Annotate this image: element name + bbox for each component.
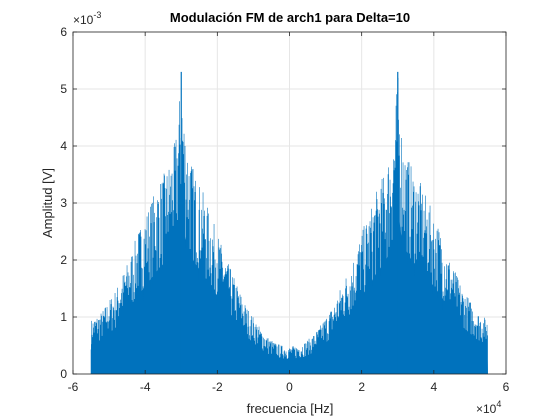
x-exponent-marker: ×104 [476,399,501,416]
y-tick-label: 0 [60,367,67,381]
x-exponent-value: 4 [496,399,501,409]
x-exponent-base: ×10 [476,402,497,416]
y-exponent-marker: ×10-3 [73,10,101,27]
y-tick-label: 1 [60,310,67,324]
y-tick-label: 4 [60,139,67,153]
y-tick-label: 2 [60,253,67,267]
y-exponent-base: ×10 [73,13,94,27]
y-tick-label: 5 [60,82,67,96]
spectrum-data [90,71,488,374]
y-exponent-value: -3 [93,10,101,20]
y-tick-label: 6 [60,25,67,39]
x-tick-label: -6 [68,380,79,394]
x-axis-label: frecuencia [Hz] [247,401,334,416]
svg-text:×10-3: ×10-3 [73,10,101,27]
x-tick-label: 2 [358,380,365,394]
x-tick-label: 6 [503,380,510,394]
tick-labels: -6 -4 -2 0 2 4 6 0 1 2 3 4 5 6 [60,25,509,394]
x-tick-label: -4 [140,380,151,394]
chart-title: Modulación FM de arch1 para Delta=10 [170,10,410,25]
svg-text:×104: ×104 [476,399,501,416]
spectrum-stems [90,77,488,374]
tick-marks [72,31,507,375]
x-tick-label: 0 [286,380,293,394]
y-axis-label: Amplitud [V] [40,168,55,238]
x-tick-label: 4 [430,380,437,394]
y-tick-label: 3 [60,196,67,210]
x-tick-label: -2 [212,380,223,394]
